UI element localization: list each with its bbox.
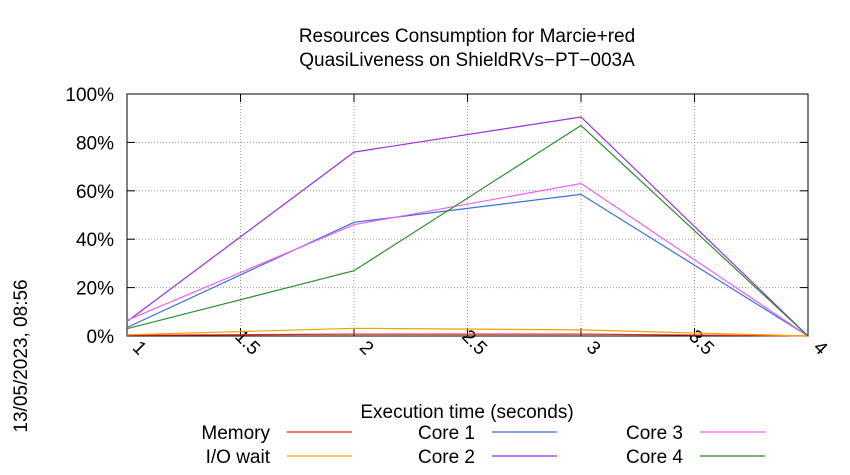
timestamp-label: 13/05/2023, 08:56 bbox=[11, 279, 32, 432]
x-tick-label: 3 bbox=[582, 337, 604, 359]
x-tick-label: 2.5 bbox=[457, 326, 491, 360]
grid-lines bbox=[126, 93, 809, 337]
x-tick-label: 3.5 bbox=[684, 326, 718, 360]
legend-label: Core 4 bbox=[626, 447, 683, 468]
y-axis-ticks: 0% 20% 40% 60% 80% 100% bbox=[65, 85, 808, 348]
legend: Memory I/O wait Core 1 Core 2 Core 3 Core 4 bbox=[201, 423, 765, 468]
legend-label: Core 1 bbox=[418, 423, 475, 444]
data-series bbox=[126, 116, 809, 337]
x-axis-ticks: 1 1.5 2 2.5 3 3.5 4 bbox=[126, 94, 832, 360]
legend-label: Core 2 bbox=[418, 447, 475, 468]
series-line-i-o-wait bbox=[126, 327, 809, 337]
legend-label: Memory bbox=[201, 423, 270, 444]
series-line-core-3 bbox=[126, 182, 809, 337]
y-tick-label: 0% bbox=[87, 327, 115, 348]
series-line-memory bbox=[126, 333, 809, 337]
chart-subtitle: QuasiLiveness on ShieldRVs−PT−003A bbox=[299, 50, 635, 71]
series-line-core-4 bbox=[126, 124, 809, 337]
x-tick-label: 4 bbox=[809, 337, 832, 360]
chart-title: Resources Consumption for Marcie+red bbox=[299, 26, 635, 47]
x-axis-label: Execution time (seconds) bbox=[360, 402, 573, 423]
y-tick-label: 20% bbox=[76, 279, 114, 300]
series-line-core-2 bbox=[126, 116, 809, 337]
y-tick-label: 60% bbox=[76, 182, 114, 203]
legend-label: I/O wait bbox=[206, 447, 271, 468]
x-tick-label: 1 bbox=[128, 337, 150, 359]
y-tick-label: 100% bbox=[65, 85, 114, 106]
legend-label: Core 3 bbox=[626, 423, 683, 444]
y-tick-label: 80% bbox=[76, 133, 114, 154]
series-line-core-1 bbox=[126, 193, 809, 337]
y-tick-label: 40% bbox=[76, 230, 114, 251]
x-tick-label: 2 bbox=[355, 337, 377, 359]
